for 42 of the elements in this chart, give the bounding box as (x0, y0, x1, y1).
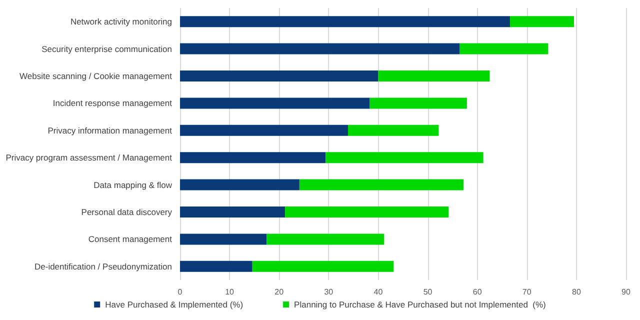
x-tick-label: 0 (178, 288, 183, 296)
y-tick-label: Personal data discovery (81, 207, 173, 217)
y-tick-label: Incident response management (52, 98, 173, 108)
x-tick-label: 80 (572, 288, 582, 296)
x-tick-label: 30 (324, 288, 334, 296)
bar (180, 16, 510, 28)
bar (180, 43, 460, 54)
bar (326, 152, 484, 164)
y-tick-label: De-identification / Pseudonymization (34, 261, 172, 272)
bar (180, 234, 267, 245)
bar (180, 206, 286, 218)
bar (180, 70, 378, 82)
bar (378, 70, 490, 82)
bar (180, 98, 370, 109)
y-tick-label: Network activity monitoring (70, 16, 172, 27)
y-tick-label: Consent management (88, 234, 173, 244)
bar (180, 179, 300, 190)
x-tick-label: 90 (622, 288, 631, 296)
bar (180, 124, 348, 136)
y-tick-label: Security enterprise communication (42, 44, 172, 54)
x-tick-label: 70 (522, 288, 532, 296)
bar (266, 234, 384, 245)
bar (348, 124, 439, 136)
y-tick-label: Privacy program assessment / Management (6, 152, 173, 163)
x-tick-label: 40 (374, 288, 384, 296)
bar (299, 179, 464, 190)
x-tick-label: 50 (423, 288, 433, 296)
x-tick-label: 60 (472, 288, 482, 296)
bar (252, 260, 394, 272)
x-tick-label: 10 (225, 288, 235, 296)
y-tick-label: Data mapping & flow (94, 180, 173, 190)
bar (285, 206, 449, 218)
bar (370, 98, 467, 109)
x-tick-label: 20 (274, 288, 284, 296)
bar (459, 43, 548, 54)
bar (510, 16, 574, 28)
y-tick-label: Privacy information management (48, 125, 173, 136)
legend-label: Planning to Purchase & Have Purchased but not Implemented (%) (294, 300, 546, 310)
bar (180, 260, 252, 272)
y-tick-label: Website scanning / Cookie management (20, 71, 173, 81)
legend-label: Have Purchased & Implemented (%) (105, 300, 244, 310)
bar (180, 152, 326, 164)
